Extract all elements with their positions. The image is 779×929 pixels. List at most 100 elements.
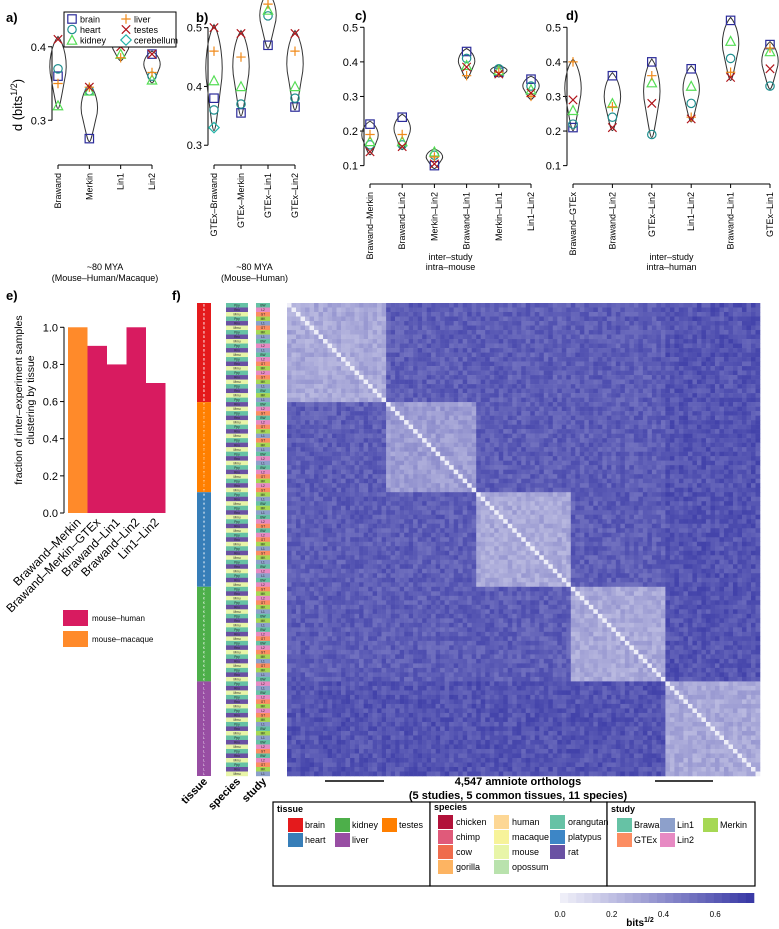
heatmap-cell (359, 325, 364, 331)
heatmap-cell (426, 402, 432, 407)
heatmap-cell (624, 397, 630, 403)
heatmap-cell (543, 411, 549, 416)
heatmap-cell (719, 433, 725, 439)
heatmap-cell (309, 420, 315, 425)
heatmap-cell (521, 451, 527, 457)
heatmap-cell (512, 492, 518, 497)
point-liver (290, 46, 300, 56)
heatmap-cell (561, 339, 567, 344)
heatmap-cell (570, 370, 576, 376)
heatmap-cell (386, 393, 391, 398)
heatmap-cell (507, 388, 513, 394)
heatmap-cell (561, 348, 567, 353)
heatmap-cell (305, 325, 310, 331)
heatmap-cell (696, 469, 702, 475)
heatmap-cell (363, 433, 369, 439)
heatmap-cell (408, 465, 414, 470)
heatmap-cell (449, 393, 454, 398)
heatmap-cell (575, 334, 581, 340)
heatmap-cell (426, 433, 432, 439)
heatmap-cell (584, 451, 590, 457)
heatmap-cell (615, 478, 621, 484)
heatmap-cell (431, 307, 436, 313)
heatmap-cell (350, 456, 355, 461)
heatmap-cell (480, 384, 486, 389)
heatmap-cell (408, 316, 414, 322)
heatmap-cell (629, 339, 635, 344)
heatmap-cell (593, 451, 599, 457)
heatmap-cell (363, 447, 369, 452)
heatmap-cell (656, 442, 662, 448)
point-brain (365, 119, 375, 129)
heatmap-cell (692, 411, 698, 416)
heatmap-cell (746, 361, 752, 367)
heatmap-cell (489, 384, 495, 389)
heatmap-cell (615, 334, 621, 340)
heatmap-cell (584, 424, 590, 430)
heatmap-cell (476, 411, 481, 416)
heatmap-cell (413, 460, 418, 466)
point-heart-shape (209, 105, 219, 115)
heatmap-cell (746, 402, 752, 407)
heatmap-cell (498, 379, 504, 385)
point-liver (607, 102, 618, 112)
heatmap-cell (714, 415, 720, 421)
point-heart-shape (236, 99, 246, 109)
heatmap-cell (426, 384, 432, 389)
heatmap-cell (435, 348, 441, 353)
heatmap-cell (660, 469, 666, 475)
heatmap-cell (476, 460, 481, 466)
heatmap-cell (719, 465, 725, 470)
heatmap-cell (683, 429, 689, 434)
heatmap-cell (723, 433, 729, 439)
heatmap-cell (498, 474, 504, 479)
heatmap-cell (678, 415, 684, 421)
heatmap-cell (512, 496, 518, 502)
heatmap-cell (561, 424, 567, 430)
heatmap-cell (602, 343, 608, 349)
heatmap-cell (723, 411, 729, 416)
point-brain (725, 15, 736, 26)
heatmap-cell (354, 402, 360, 407)
heatmap-cell (426, 474, 432, 479)
heatmap-cell (557, 316, 563, 322)
heatmap-cell (458, 465, 463, 470)
heatmap-cell (444, 357, 450, 362)
legend-marker-liver (121, 14, 131, 24)
heatmap-cell (417, 424, 423, 430)
heatmap-cell (462, 402, 468, 407)
heatmap-cell (548, 451, 554, 457)
heatmap-cell (665, 411, 671, 416)
heatmap-cell (741, 330, 747, 335)
heatmap-cell (696, 379, 702, 385)
heatmap-cell (426, 451, 432, 457)
heatmap-cell (494, 397, 500, 403)
heatmap-cell (453, 357, 459, 362)
heatmap-cell (345, 402, 351, 407)
heatmap-cell (548, 469, 554, 475)
heatmap-cell (422, 370, 427, 376)
heatmap-cell (701, 339, 707, 344)
heatmap-cell (471, 442, 477, 448)
point-kidney-shape (364, 135, 376, 147)
violin-a (49, 35, 67, 110)
heatmap-cell (503, 483, 509, 488)
heatmap-cell (642, 438, 648, 443)
heatmap-cell (606, 492, 612, 497)
heatmap-cell (512, 397, 518, 403)
heatmap-cell (566, 370, 572, 376)
heatmap-cell (728, 438, 734, 443)
heatmap-cell (309, 303, 315, 308)
heatmap-cell (300, 501, 306, 507)
heatmap-cell (647, 343, 653, 349)
heatmap-cell (309, 397, 315, 403)
heatmap-cell (332, 492, 337, 497)
heatmap-cell (327, 393, 333, 398)
heatmap-cell (476, 384, 481, 389)
heatmap-cell (705, 456, 711, 461)
heatmap-cell (606, 460, 612, 466)
heatmap-cell (336, 393, 342, 398)
heatmap-cell (584, 348, 590, 353)
heatmap-cell (530, 361, 536, 367)
heatmap-cell (611, 451, 617, 457)
